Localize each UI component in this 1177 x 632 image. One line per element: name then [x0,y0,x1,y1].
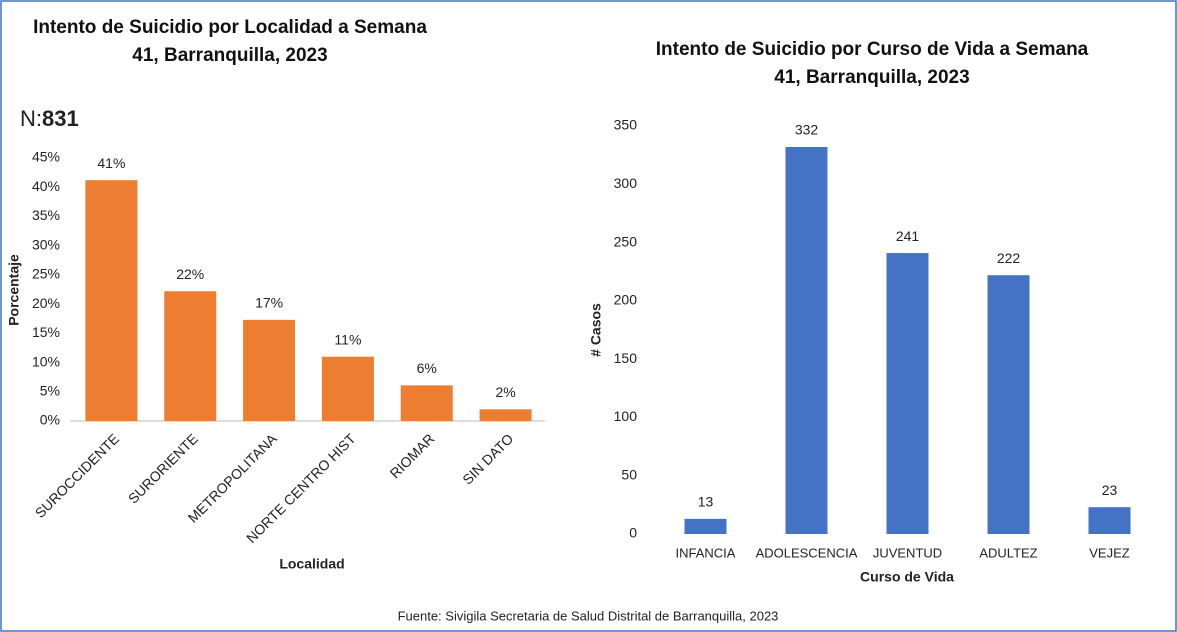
data-label: 23 [1102,482,1118,498]
bar [400,385,453,421]
x-axis-title: Localidad [279,556,344,572]
data-label: 41% [97,155,125,171]
y-tick-label: 5% [40,382,60,398]
x-tick-label: VEJEZ [1089,545,1130,560]
x-tick-label: JUVENTUD [873,545,942,560]
y-tick-label: 40% [32,178,60,194]
bar [164,291,217,421]
y-tick-label: 10% [32,353,60,369]
y-tick-label: 45% [32,149,60,165]
bar [886,253,929,534]
chart-subtitle: 41, Barranquilla, 2023 [774,67,969,88]
n-label: N:831 [20,106,79,131]
y-tick-label: 0 [629,525,637,541]
y-tick-label: 20% [32,295,60,311]
data-label: 332 [795,122,819,138]
y-tick-label: 150 [614,350,638,366]
bar [321,356,374,421]
data-label: 11% [334,331,361,347]
x-tick-label: ADULTEZ [979,545,1037,560]
data-label: 17% [255,295,283,311]
bar [987,275,1030,534]
x-tick-label: INFANCIA [676,545,736,560]
data-label: 2% [495,384,515,400]
data-label: 222 [997,250,1021,266]
bar [684,518,727,534]
y-tick-label: 350 [614,117,638,133]
chart-title: Intento de Suicidio por Localidad a Sema… [33,17,427,38]
y-tick-label: 35% [32,207,60,223]
x-tick-label: ADOLESCENCIA [756,545,858,560]
y-tick-label: 25% [32,266,60,282]
data-label: 241 [896,228,920,244]
y-tick-label: 30% [32,236,60,252]
bar [243,319,296,421]
data-label: 22% [176,266,204,282]
n-value: 831 [42,106,79,131]
y-axis-title: Porcentaje [6,254,22,326]
bar [785,146,828,535]
data-label: 13 [698,494,714,510]
y-tick-label: 300 [614,175,638,191]
y-tick-label: 0% [40,412,60,428]
n-prefix: N: [20,106,42,131]
y-tick-label: 100 [614,408,638,424]
y-tick-label: 200 [614,292,638,308]
y-tick-label: 250 [614,233,638,249]
y-axis-title: # Casos [588,303,604,357]
bar [479,409,532,421]
x-axis-title: Curso de Vida [860,569,954,585]
bar [85,180,138,421]
data-label: 6% [417,360,437,376]
chart-subtitle: 41, Barranquilla, 2023 [132,45,327,66]
chart-title: Intento de Suicidio por Curso de Vida a … [656,39,1089,60]
y-tick-label: 15% [32,324,60,340]
bar [1088,507,1131,534]
source: Fuente: Sivigila Secretaria de Salud Dis… [398,608,779,623]
y-tick-label: 50 [621,466,637,482]
